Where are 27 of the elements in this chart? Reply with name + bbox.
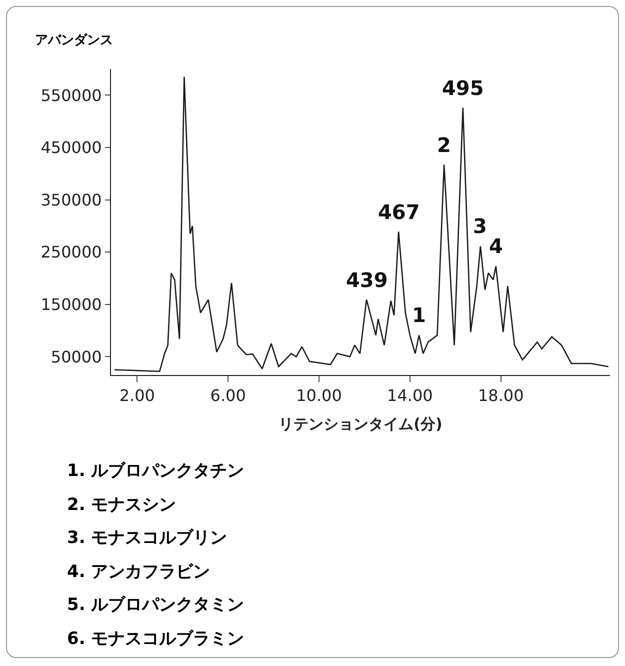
- y-tick-label: 350000: [40, 190, 102, 210]
- annotation: 467: [378, 200, 420, 224]
- x-axis-title: リテンションタイム(分): [278, 415, 442, 434]
- text: 6. モナスコルブラミン: [67, 628, 244, 650]
- y-tick-label: 150000: [40, 294, 102, 314]
- text: 5. ルブロパンクタミン: [67, 594, 244, 617]
- x-tick-label: 14.00: [387, 386, 433, 406]
- x-tick-label: 10.00: [296, 386, 342, 406]
- y-tick-label: 550000: [40, 86, 102, 105]
- text: 1. ルブロパンクタチン: [67, 460, 244, 483]
- annotation: 3: [473, 214, 487, 238]
- annotation: 495: [442, 76, 484, 100]
- y-tick-label: 250000: [40, 242, 102, 262]
- annotation: 1: [412, 303, 426, 327]
- text: 2. モナスシン: [67, 494, 178, 516]
- y-axis-title: アバンダンス: [35, 32, 113, 49]
- text: 4. アンカフラビン: [67, 560, 212, 584]
- text: 3. モナスコルブリン: [67, 527, 228, 550]
- annotation: 2: [437, 133, 451, 157]
- x-tick-label: 18.00: [478, 386, 524, 406]
- line-series: [114, 76, 610, 372]
- y-tick-label: 50000: [50, 347, 102, 366]
- x-tick-label: 6.00: [210, 386, 246, 406]
- y-tick-label: 450000: [40, 138, 102, 158]
- annotation: 4: [489, 234, 503, 258]
- annotation: 439: [346, 268, 388, 292]
- x-tick-label: 2.00: [119, 386, 155, 406]
